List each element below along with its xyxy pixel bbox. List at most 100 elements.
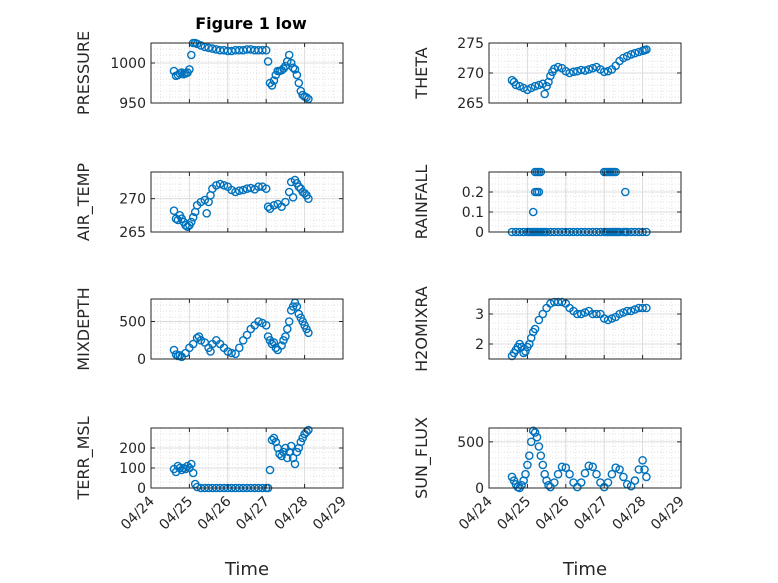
data-point <box>534 187 544 197</box>
data-point <box>279 64 288 73</box>
data-point <box>258 45 267 55</box>
data-point <box>561 463 571 473</box>
data-point <box>546 71 555 81</box>
data-point <box>642 472 651 482</box>
axes-frame <box>150 298 344 360</box>
x-tick-label: 04/28 <box>272 494 312 534</box>
y-tick-label: 950 <box>119 96 146 112</box>
data-point <box>292 302 302 311</box>
data-point <box>219 180 229 190</box>
data-point <box>234 343 244 353</box>
y-tick-label: 500 <box>119 315 146 331</box>
y-tick-label: 2 <box>475 337 484 353</box>
data-point <box>538 309 548 319</box>
y-tick-label: 3 <box>475 307 484 323</box>
data-point <box>603 478 613 487</box>
data-point <box>615 309 624 319</box>
y-tick-label: 1000 <box>110 56 146 72</box>
x-axis-label: Time <box>224 559 269 580</box>
data-point <box>519 348 528 358</box>
data-point <box>607 314 617 323</box>
data-point <box>292 70 302 80</box>
data-point <box>286 58 296 68</box>
y-axis-label: PRESSURE <box>74 31 93 115</box>
data-point <box>619 472 628 482</box>
data-point <box>530 81 540 91</box>
data-point <box>526 437 536 447</box>
data-point <box>188 468 198 478</box>
data-point <box>573 309 582 319</box>
data-point <box>584 65 594 74</box>
data-point <box>188 212 198 222</box>
subplot-4: 0 500 MIXDEPTH <box>74 287 344 371</box>
data-point <box>271 437 281 447</box>
data-point <box>269 338 279 347</box>
y-axis-label: THETA <box>412 47 431 99</box>
data-point <box>302 93 311 102</box>
data-point <box>231 349 240 359</box>
data-point <box>634 465 644 474</box>
data-point <box>534 315 544 325</box>
data-point <box>626 306 636 316</box>
y-tick-label: 0 <box>475 481 484 497</box>
data-point <box>532 432 542 442</box>
data-point <box>546 299 555 308</box>
x-tick-label: 04/29 <box>648 494 688 534</box>
x-tick-label: 04/29 <box>310 494 350 534</box>
data-point <box>565 68 574 78</box>
data-point <box>642 45 651 54</box>
data-point <box>603 315 613 325</box>
data-point <box>185 65 194 74</box>
data-point <box>188 339 198 349</box>
y-axis-label: RAINFALL <box>412 165 431 240</box>
data-point <box>540 89 550 99</box>
data-point <box>553 62 563 72</box>
data-point <box>553 469 563 479</box>
y-tick-label: 265 <box>457 96 484 112</box>
data-point <box>525 339 534 349</box>
data-point <box>263 57 273 66</box>
data-point <box>634 47 644 57</box>
y-tick-label: 0.2 <box>462 185 484 201</box>
subplot-3: 0 0.1 0.2 RAINFALL <box>412 165 682 241</box>
y-tick-label: 0 <box>137 481 146 497</box>
data-point <box>542 81 551 91</box>
data-point <box>530 324 540 334</box>
data-point <box>242 330 252 340</box>
data-point <box>234 186 244 195</box>
data-point <box>599 67 609 77</box>
data-point <box>202 208 211 218</box>
y-tick-label: 0 <box>137 352 146 368</box>
data-point <box>525 451 534 461</box>
subplot-6: 0 100 200 TERR_MSL 04/2404/2504/2604/2704/28… <box>74 416 350 580</box>
y-tick-label: 200 <box>119 441 146 457</box>
data-point <box>265 465 275 475</box>
data-point <box>196 41 206 50</box>
data-point <box>277 341 286 350</box>
data-point <box>530 428 540 437</box>
data-point <box>298 433 308 443</box>
data-point <box>576 309 586 319</box>
y-axis-label: AIR_TEMP <box>74 163 94 241</box>
y-tick-label: 270 <box>119 192 146 208</box>
data-point <box>288 192 298 202</box>
data-point <box>621 187 630 197</box>
data-point <box>177 465 186 475</box>
axes-frame <box>150 42 344 104</box>
axes-frame <box>488 298 682 360</box>
data-point <box>521 347 530 356</box>
y-tick-label: 0.1 <box>462 205 484 221</box>
y-tick-label: 275 <box>457 36 484 52</box>
axes-frame <box>150 171 344 233</box>
data-point <box>580 66 590 75</box>
data-point <box>534 442 544 451</box>
x-tick-label: 04/28 <box>610 494 650 534</box>
subplot-1: 265 270 275 THETA <box>412 36 682 112</box>
y-axis-label: H2OMIXRA <box>412 286 431 372</box>
data-point <box>261 320 271 330</box>
x-tick-label: 04/26 <box>195 493 235 533</box>
data-point <box>290 459 300 469</box>
data-point <box>284 317 294 326</box>
data-point <box>588 462 598 472</box>
